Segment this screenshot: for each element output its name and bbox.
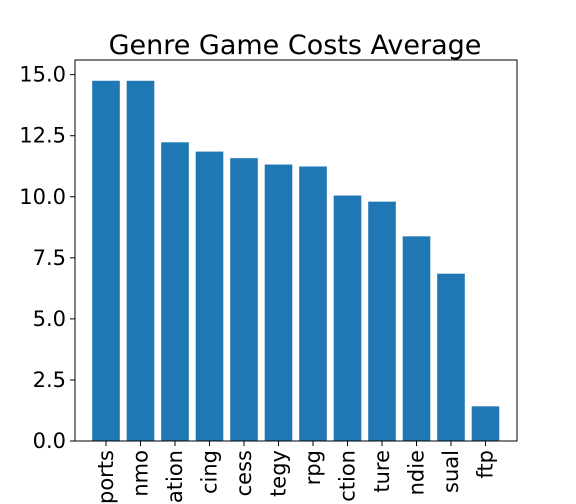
bar-tegy xyxy=(264,164,293,441)
y-tick-label: 0.0 xyxy=(33,429,66,453)
x-tick-label: ation xyxy=(163,450,187,503)
bar-nmo xyxy=(126,80,155,441)
x-tick-label: ction xyxy=(336,450,360,502)
x-tick-label: ftp xyxy=(474,450,498,479)
plot-frame xyxy=(74,59,518,442)
x-tick-label: cess xyxy=(232,450,256,496)
bar-ndie xyxy=(402,236,431,441)
y-tick-label: 15.0 xyxy=(19,63,66,87)
bar-ation xyxy=(161,142,189,441)
bar-ftp xyxy=(471,406,500,441)
bar-rpg xyxy=(299,166,327,442)
x-tick-label: ture xyxy=(370,450,394,493)
x-axis: ports nmo ation cing cess tegy rpg ction ture ndi… xyxy=(94,441,498,504)
bar-cess xyxy=(230,158,258,441)
bar-cing xyxy=(195,151,224,441)
x-tick-label: cing xyxy=(198,450,222,494)
y-tick-label: 10.0 xyxy=(19,185,66,209)
y-axis: 0.0 2.5 5.0 7.5 10.0 12.5 15.0 xyxy=(19,63,75,453)
y-tick-label: 12.5 xyxy=(19,124,66,148)
x-tick-label: ports xyxy=(94,450,118,504)
bar-sual xyxy=(437,273,465,441)
y-tick-label: 2.5 xyxy=(33,368,66,392)
bars-group xyxy=(92,80,500,442)
bar-ture xyxy=(368,201,396,441)
x-tick-label: nmo xyxy=(129,450,153,497)
chart-title: Genre Game Costs Average xyxy=(109,30,482,61)
y-tick-label: 5.0 xyxy=(33,307,66,331)
x-tick-label: rpg xyxy=(301,450,325,485)
x-tick-label: ndie xyxy=(405,450,429,495)
y-tick-label: 7.5 xyxy=(33,246,66,270)
x-tick-label: sual xyxy=(439,450,463,493)
bar-ports xyxy=(92,80,120,441)
bar-ction xyxy=(333,195,362,441)
x-tick-label: tegy xyxy=(267,450,291,497)
